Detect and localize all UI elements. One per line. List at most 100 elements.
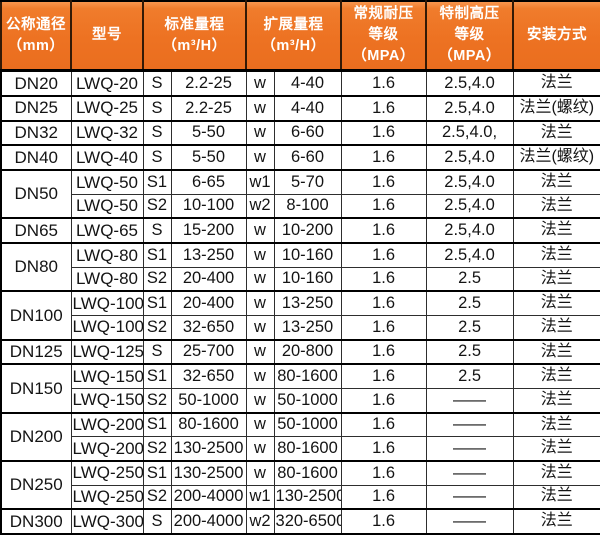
cell-extended-code: w [245, 363, 275, 390]
cell-install-method: 法兰 [512, 217, 600, 245]
cell-normal-pressure: 1.6 [340, 242, 427, 268]
cell-extended-range: 6-60 [273, 120, 342, 147]
cell-high-pressure: —— [425, 388, 514, 414]
table-row: DN150 LWQ-150 S1 32-650 w 80-1600 1.6 2.5 法兰 [0, 363, 600, 414]
cell-normal-pressure: 1.6 [340, 169, 427, 195]
cell-standard-code: S2 [142, 436, 172, 462]
table-row: DN300 LWQ-300 S 200-4000 w2 320-6500 1.6 —— 法兰 [0, 508, 600, 535]
cell-high-pressure: 2.5 [425, 363, 514, 390]
cell-standard-code: S [142, 339, 172, 366]
table-row: DN125 LWQ-125 S 25-700 w 20-800 1.6 2.5 法兰 [0, 339, 600, 366]
cell-high-pressure: —— [425, 436, 514, 462]
cell-standard-code: S [142, 508, 172, 535]
cell-normal-pressure: 1.6 [340, 412, 427, 438]
cell-diameter: DN65 [0, 217, 72, 245]
cell-standard-code: S1 [142, 460, 172, 486]
cell-normal-pressure: 1.6 [340, 460, 427, 486]
cell-install-method: 法兰 [512, 484, 600, 511]
cell-high-pressure: 2.5,4.0 [425, 217, 514, 245]
cell-high-pressure: —— [425, 412, 514, 438]
cell-extended-code: w [245, 144, 275, 172]
cell-standard-code: S [142, 120, 172, 147]
cell-extended-range: 10-160 [273, 266, 342, 293]
cell-extended-range: 130-2500 [273, 484, 342, 511]
header-normal-pressure: 常规耐压 等级（MPA） [340, 0, 428, 73]
cell-diameter: DN32 [0, 120, 72, 147]
cell-normal-pressure: 1.6 [340, 217, 427, 245]
cell-standard-range: 5-50 [170, 120, 247, 147]
cell-diameter: DN20 [0, 70, 72, 97]
cell-install-method: 法兰 [512, 339, 600, 366]
cell-extended-range: 80-1600 [273, 363, 342, 390]
header-nominal-diameter: 公称通径 （mm） [0, 0, 72, 73]
cell-standard-range: 2.2-25 [170, 95, 247, 122]
cell-high-pressure: 2.5,4.0 [425, 144, 514, 172]
cell-standard-code: S1 [142, 290, 172, 317]
cell-model: LWQ-150 [70, 388, 144, 414]
cell-high-pressure: 2.5 [425, 290, 514, 317]
cell-normal-pressure: 1.6 [340, 508, 427, 535]
cell-model: LWQ-50 [70, 169, 144, 195]
cell-extended-range: 10-160 [273, 242, 342, 268]
cell-install-method: 法兰 [512, 266, 600, 293]
cell-standard-range: 200-4000 [170, 508, 247, 535]
cell-extended-range: 320-6500 [273, 508, 342, 535]
cell-standard-range: 50-1000 [170, 388, 247, 414]
cell-normal-pressure: 1.6 [340, 95, 427, 122]
cell-extended-code: w [245, 266, 275, 293]
cell-install-method: 法兰 [512, 70, 600, 97]
table-row: LWQ-150 S2 50-1000 w 50-1000 1.6 —— 法兰 [1, 388, 600, 414]
cell-normal-pressure: 1.6 [340, 484, 427, 511]
header-install-method: 安装方式 [512, 0, 600, 73]
cell-model: LWQ-80 [70, 266, 144, 293]
spec-table-body: DN20 LWQ-20 S 2.2-25 w 4-40 1.6 2.5,4.0 法兰 DN25 LW… [0, 70, 600, 535]
cell-diameter: DN100 [0, 290, 72, 341]
cell-high-pressure: —— [425, 460, 514, 486]
table-row: LWQ-250 S2 200-4000 w1 130-2500 1.6 —— 法兰 [1, 484, 600, 511]
cell-extended-code: w2 [245, 193, 275, 220]
cell-standard-code: S2 [142, 388, 172, 414]
cell-extended-code: w2 [245, 508, 275, 535]
cell-extended-code: w [245, 339, 275, 366]
cell-model: LWQ-125 [70, 339, 144, 366]
cell-extended-code: w [245, 242, 275, 268]
cell-install-method: 法兰 [512, 242, 600, 268]
cell-extended-code: w1 [245, 484, 275, 511]
cell-extended-code: w [245, 290, 275, 317]
cell-standard-code: S1 [142, 169, 172, 195]
header-model: 型号 [70, 0, 144, 73]
cell-diameter: DN150 [0, 363, 72, 414]
cell-normal-pressure: 1.6 [340, 290, 427, 317]
cell-model: LWQ-250 [70, 484, 144, 511]
cell-normal-pressure: 1.6 [340, 120, 427, 147]
cell-high-pressure: —— [425, 508, 514, 535]
cell-install-method: 法兰(螺纹) [512, 144, 600, 172]
cell-model: LWQ-100 [70, 315, 144, 341]
cell-install-method: 法兰 [512, 290, 600, 317]
cell-standard-code: S [142, 70, 172, 97]
cell-normal-pressure: 1.6 [340, 315, 427, 341]
cell-high-pressure: 2.5,4.0 [425, 95, 514, 122]
table-row: LWQ-100 S2 32-650 w 13-250 1.6 2.5 法兰 [1, 315, 600, 341]
header-row: 公称通径 （mm） 型号 标准量程 （m³/H） 扩展量程 （m³/H） 常规耐… [0, 0, 600, 73]
cell-model: LWQ-50 [70, 193, 144, 220]
cell-extended-code: w [245, 95, 275, 122]
cell-extended-code: w [245, 460, 275, 486]
cell-install-method: 法兰 [512, 388, 600, 414]
cell-install-method: 法兰 [512, 436, 600, 462]
cell-diameter: DN40 [0, 144, 72, 172]
cell-extended-range: 10-200 [273, 217, 342, 245]
cell-high-pressure: 2.5 [425, 339, 514, 366]
cell-standard-range: 15-200 [170, 217, 247, 245]
cell-standard-range: 130-2500 [170, 460, 247, 486]
table-row: DN250 LWQ-250 S1 130-2500 w 80-1600 1.6 —— 法兰 [0, 460, 600, 511]
cell-high-pressure: —— [425, 484, 514, 511]
table-row: DN50 LWQ-50 S1 6-65 w1 5-70 1.6 2.5,4.0 法兰 [0, 169, 600, 220]
table-row: DN32 LWQ-32 S 5-50 w 6-60 1.6 2.5,4.0, 法兰 [0, 120, 600, 147]
cell-normal-pressure: 1.6 [340, 363, 427, 390]
cell-extended-code: w [245, 70, 275, 97]
cell-standard-code: S2 [142, 266, 172, 293]
cell-standard-range: 13-250 [170, 242, 247, 268]
